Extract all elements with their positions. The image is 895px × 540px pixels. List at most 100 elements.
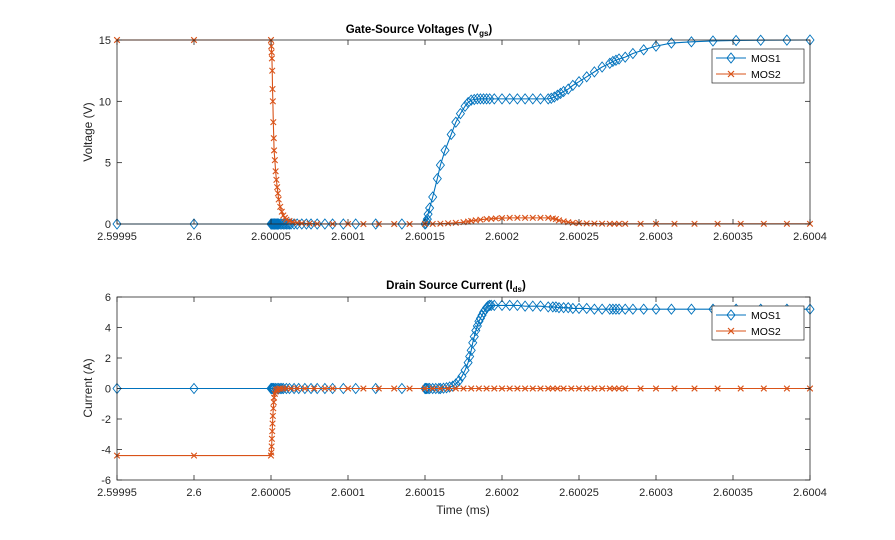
data-point-mos2 xyxy=(569,219,577,226)
data-point-mos2 xyxy=(360,385,367,392)
data-point-mos2 xyxy=(268,435,276,443)
y-tick-label: 0 xyxy=(105,384,111,396)
data-point-mos1 xyxy=(328,218,338,230)
data-point-mos2 xyxy=(310,385,318,392)
data-point-mos2 xyxy=(671,385,678,392)
x-tick-label: 2.59995 xyxy=(97,231,137,243)
data-point-mos1 xyxy=(574,75,584,88)
data-point-mos1 xyxy=(445,381,455,393)
data-point-mos2 xyxy=(652,385,660,392)
data-point-mos1 xyxy=(554,301,564,314)
data-point-mos1 xyxy=(782,34,792,46)
axes-gate-source-voltages: Gate-Source Voltages (Vgs) Voltage (V) 2… xyxy=(81,24,827,243)
x-tick-label: 2.6 xyxy=(186,231,201,243)
data-point-mos1 xyxy=(611,54,621,66)
data-point-mos2 xyxy=(306,220,313,227)
data-point-mos1 xyxy=(608,303,618,315)
data-point-mos1 xyxy=(454,375,464,387)
data-point-mos2 xyxy=(268,42,275,50)
data-point-mos2 xyxy=(287,385,295,392)
data-point-mos1 xyxy=(559,301,569,314)
data-point-mos1 xyxy=(278,218,288,230)
legend-item-mos2: MOS2 xyxy=(716,69,781,81)
data-point-mos2 xyxy=(268,443,275,450)
x-tick-label: 2.59995 xyxy=(97,487,137,499)
data-point-mos1 xyxy=(463,96,473,109)
data-point-mos1 xyxy=(475,93,486,105)
data-point-mos2 xyxy=(268,449,275,456)
data-point-mos2 xyxy=(537,385,544,392)
data-point-mos1 xyxy=(463,356,473,369)
data-point-mos2 xyxy=(444,220,452,227)
data-point-mos1 xyxy=(306,382,316,395)
x-tick-label: 2.60035 xyxy=(713,231,753,243)
data-point-mos1 xyxy=(428,382,438,395)
data-point-mos2 xyxy=(529,214,536,222)
data-point-mos2 xyxy=(270,405,277,412)
data-point-mos2 xyxy=(555,217,563,224)
x-tick-label: 2.6003 xyxy=(639,487,673,499)
data-point-mos1 xyxy=(486,299,496,312)
data-point-mos1 xyxy=(574,302,584,315)
data-point-mos2 xyxy=(575,385,583,392)
data-point-mos1 xyxy=(611,303,621,315)
y-tick-label: -6 xyxy=(101,475,111,487)
x-tick-label: 2.6004 xyxy=(793,487,827,499)
data-point-mos2 xyxy=(273,176,280,184)
data-point-mos2 xyxy=(514,214,521,222)
data-point-mos2 xyxy=(321,385,329,392)
y-tick-label: 10 xyxy=(99,96,111,108)
data-point-mos2 xyxy=(760,385,767,392)
data-point-mos1 xyxy=(614,303,624,315)
data-point-mos1 xyxy=(423,208,433,220)
legend-label-mos1: MOS1 xyxy=(751,53,781,65)
x-tick-label: 2.6003 xyxy=(639,231,673,243)
data-point-mos1 xyxy=(351,218,361,230)
data-point-mos1 xyxy=(551,301,561,313)
data-point-mos2 xyxy=(611,385,618,392)
data-point-mos1 xyxy=(275,382,285,395)
data-point-mos1 xyxy=(472,93,482,105)
data-point-mos1 xyxy=(639,303,649,315)
y-tick-label: -4 xyxy=(101,445,111,457)
data-point-mos1 xyxy=(528,93,538,105)
data-point-mos1 xyxy=(756,34,766,46)
data-point-mos2 xyxy=(391,385,398,392)
data-point-mos1 xyxy=(371,218,381,230)
data-point-mos1 xyxy=(435,159,445,171)
data-point-mos2 xyxy=(270,118,277,126)
data-point-mos1 xyxy=(489,93,499,105)
data-point-mos2 xyxy=(498,214,506,222)
legend-box xyxy=(711,305,805,341)
data-point-mos2 xyxy=(269,420,276,427)
data-point-mos1 xyxy=(371,382,381,395)
data-point-mos1 xyxy=(489,299,499,312)
data-point-mos2 xyxy=(271,157,279,164)
data-point-mos1 xyxy=(397,218,407,230)
data-point-mos1 xyxy=(428,191,438,203)
data-point-mos2 xyxy=(270,134,277,142)
data-point-mos2 xyxy=(529,385,536,392)
data-point-mos2 xyxy=(190,452,198,459)
data-point-mos1 xyxy=(666,303,676,315)
data-point-mos2 xyxy=(272,168,279,175)
data-point-mos2 xyxy=(277,203,284,211)
data-point-mos2 xyxy=(301,385,309,392)
x-tick-label: 2.6002 xyxy=(485,231,519,243)
data-point-mos1 xyxy=(272,218,282,230)
data-point-mos1 xyxy=(189,218,199,230)
data-point-mos2 xyxy=(375,385,382,392)
data-point-mos2 xyxy=(492,215,500,222)
data-point-mos1 xyxy=(597,61,607,73)
data-point-mos1 xyxy=(269,218,279,230)
data-point-mos2 xyxy=(269,67,276,74)
data-point-mos1 xyxy=(446,128,456,141)
data-point-mos1 xyxy=(505,299,515,312)
data-point-mos2 xyxy=(293,385,301,392)
data-point-mos2 xyxy=(514,385,521,392)
data-point-mos2 xyxy=(283,385,290,392)
diamond-marker-icon xyxy=(726,309,736,321)
data-point-mos1 xyxy=(432,172,442,185)
data-point-mos1 xyxy=(312,382,322,395)
